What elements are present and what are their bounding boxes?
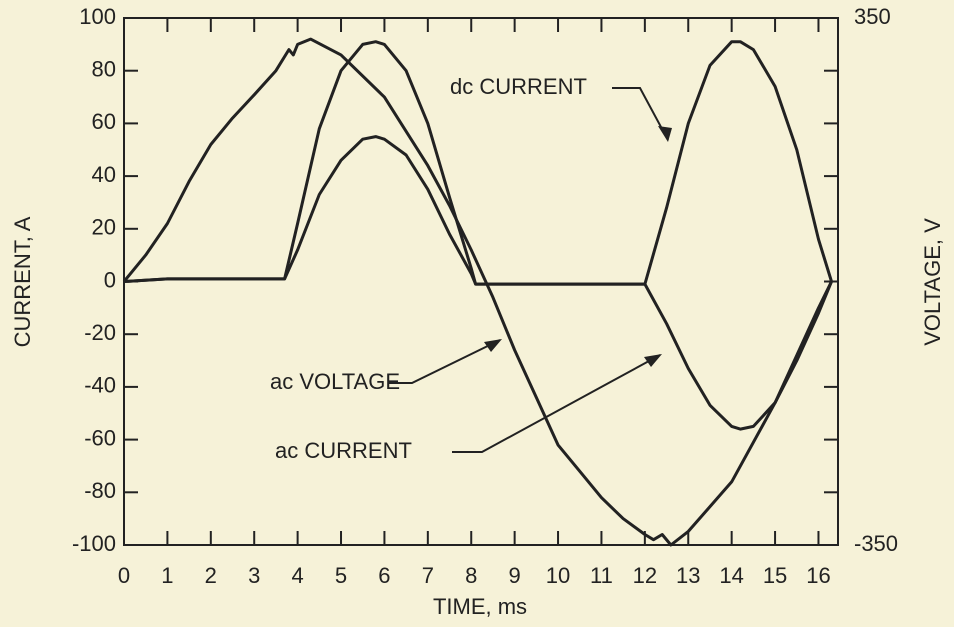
y2-axis-label: VOLTAGE, V: [920, 218, 945, 346]
x-tick-label: 6: [378, 563, 390, 588]
x-tick-label: 9: [509, 563, 521, 588]
y-tick-label: -60: [84, 425, 116, 450]
x-axis-label: TIME, ms: [433, 594, 527, 619]
x-tick-label: 1: [161, 563, 173, 588]
x-tick-label: 7: [422, 563, 434, 588]
x-tick-label: 0: [118, 563, 130, 588]
y-tick-label: -80: [84, 478, 116, 503]
x-tick-label: 16: [806, 563, 830, 588]
y-tick-label: 20: [92, 215, 116, 240]
y-tick-label: -20: [84, 320, 116, 345]
ac-arrowhead: [644, 354, 662, 367]
series-line: [123, 135, 833, 431]
x-tick-label: 8: [465, 563, 477, 588]
series-label: ac CURRENT: [275, 438, 412, 463]
x-tick-label: 13: [676, 563, 700, 588]
y-tick-label: 100: [79, 4, 116, 29]
x-tick-label: 12: [633, 563, 657, 588]
dc-arrowhead: [658, 126, 672, 142]
x-tick-label: 3: [248, 563, 260, 588]
series-label: ac VOLTAGE: [270, 369, 400, 394]
voltage-arrowhead: [484, 339, 502, 352]
series-label: dc CURRENT: [450, 74, 587, 99]
x-tick-label: 15: [763, 563, 787, 588]
y-tick-label: 40: [92, 162, 116, 187]
dc-arrow: [612, 87, 669, 141]
y-tick-label: -40: [84, 373, 116, 398]
x-tick-label: 14: [719, 563, 743, 588]
voltage-arrow: [388, 339, 501, 384]
x-tick-label: 2: [205, 563, 217, 588]
x-tick-label: 4: [291, 563, 303, 588]
y-tick-label: 80: [92, 57, 116, 82]
y2-tick-label: 350: [854, 4, 891, 29]
x-tick-label: 11: [590, 563, 613, 588]
y-tick-label: -100: [72, 531, 116, 556]
y-axis-label: CURRENT, A: [10, 216, 35, 347]
x-tick-label: 10: [546, 563, 570, 588]
ac-arrow: [452, 354, 661, 453]
y-tick-label: 60: [92, 109, 116, 134]
y-tick-label: 0: [104, 267, 116, 292]
y2-tick-label: -350: [854, 531, 898, 556]
x-tick-label: 5: [335, 563, 347, 588]
series-line: [122, 37, 833, 547]
